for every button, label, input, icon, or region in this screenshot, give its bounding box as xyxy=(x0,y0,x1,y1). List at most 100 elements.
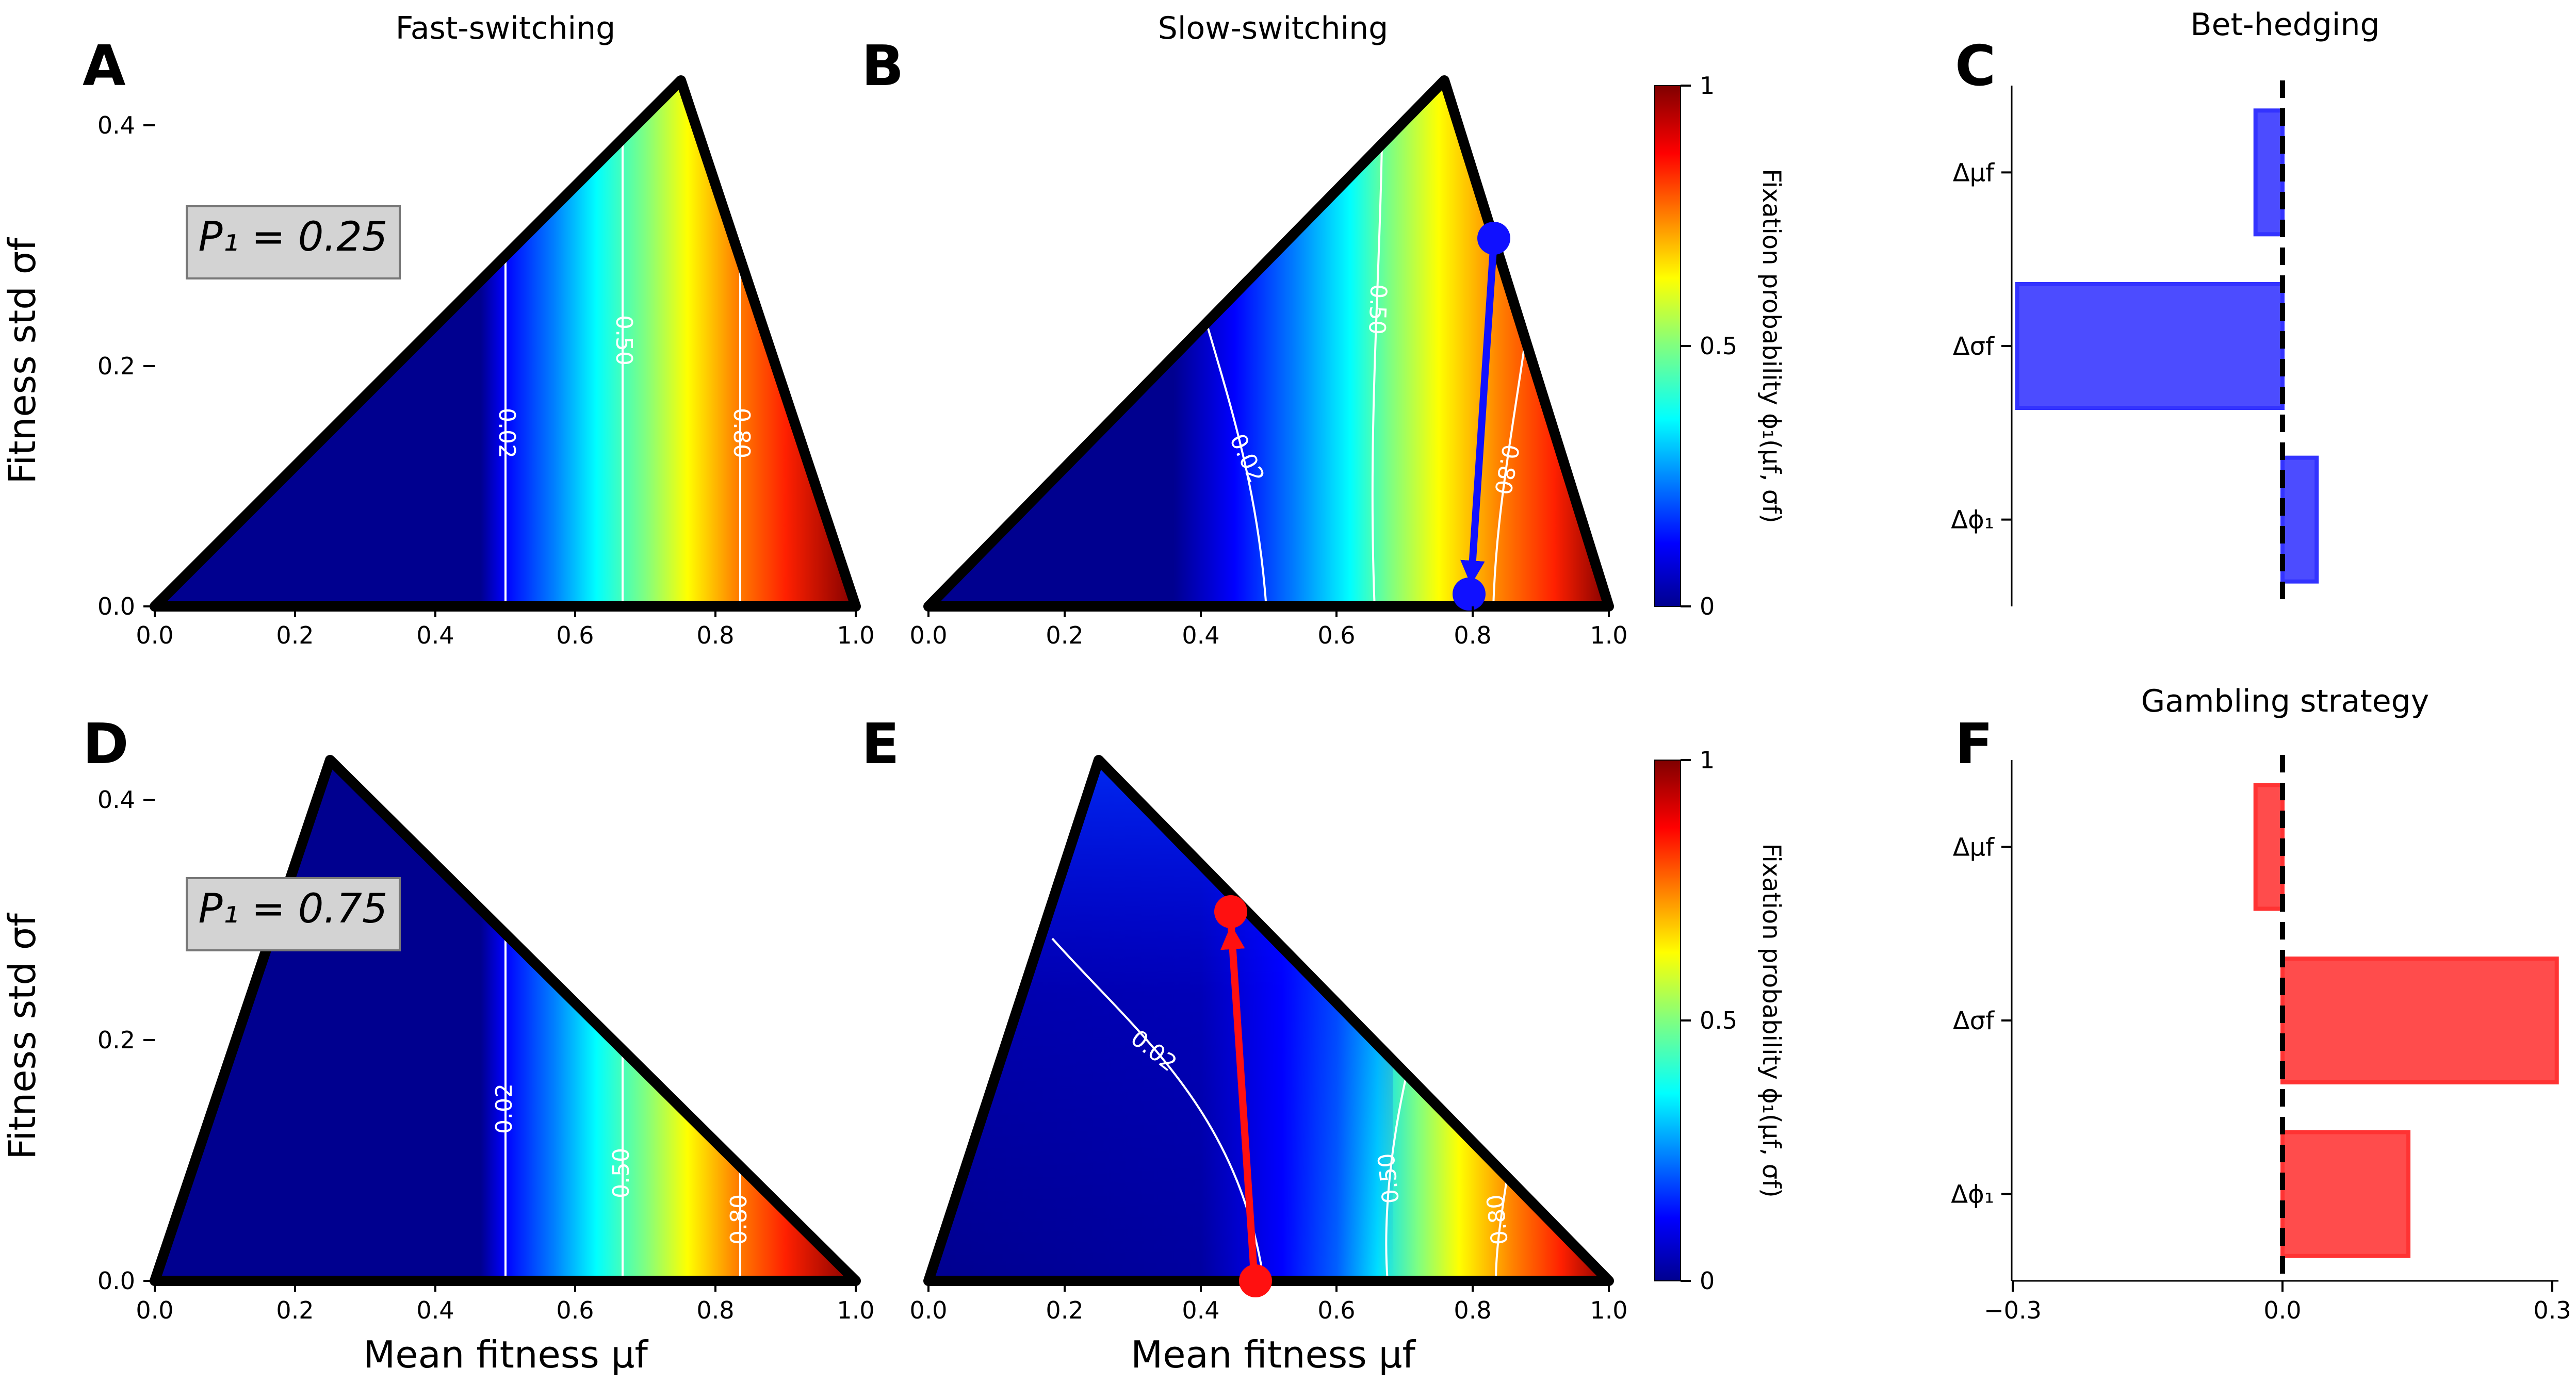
p1-box-d xyxy=(186,877,401,951)
x-tick-a-5: 1.0 xyxy=(837,621,874,649)
bar-f-0 xyxy=(2253,783,2285,911)
panel-f: F Gambling strategy Δμf Δσf Δϕ₁ −0.3 0.0 0… xyxy=(1951,683,2571,1324)
y-axis-a: 0.0 0.2 0.4 xyxy=(97,111,155,620)
contour-b-050 xyxy=(1371,87,1383,606)
x-tick-d-3: 0.6 xyxy=(556,1296,594,1324)
panel-letter-c: C xyxy=(1955,34,1996,98)
x-tick-d-1: 0.2 xyxy=(276,1296,314,1324)
title-f: Gambling strategy xyxy=(2141,683,2430,719)
y-tick-a-1: 0.2 xyxy=(97,352,135,380)
arrow-b xyxy=(1460,241,1497,585)
colorbar-b-tick-0: 0 xyxy=(1700,592,1715,620)
x-tick-b-4: 0.8 xyxy=(1454,621,1491,649)
panel-c: C Bet-hedging Δμf Δσf Δϕ₁ xyxy=(1951,7,2380,606)
x-tick-e-0: 0.0 xyxy=(909,1296,947,1324)
x-tick-a-2: 0.4 xyxy=(416,621,454,649)
x-tick-d-2: 0.4 xyxy=(416,1296,454,1324)
y-ticks-f: Δμf Δσf Δϕ₁ xyxy=(1951,833,2012,1209)
contour-label-e-080: 0.80 xyxy=(1482,1193,1513,1246)
panel-letter-b: B xyxy=(861,34,904,98)
contour-e-050 xyxy=(1385,1067,1409,1281)
heatmap-a xyxy=(155,80,856,606)
colorbar-b-tick-2: 1 xyxy=(1700,72,1715,100)
y-tick-a-0: 0.0 xyxy=(97,592,135,620)
x-tick-d-0: 0.0 xyxy=(136,1296,173,1324)
p1-label-a: P₁ = 0.25 xyxy=(199,214,388,260)
x-tick-b-2: 0.4 xyxy=(1182,621,1219,649)
x-tick-e-3: 0.6 xyxy=(1317,1296,1355,1324)
y-tick-label-c-2: Δϕ₁ xyxy=(1951,506,1994,535)
x-axis-a: 0.0 0.2 0.4 0.6 0.8 1.0 xyxy=(136,606,875,649)
title-b: Slow-switching xyxy=(1158,10,1389,46)
y-tick-label-f-2: Δϕ₁ xyxy=(1951,1180,1994,1209)
x-tick-f-2: 0.3 xyxy=(2533,1296,2571,1324)
y-tick-d-0: 0.0 xyxy=(97,1267,135,1295)
contour-label-a-050: 0.50 xyxy=(611,315,637,366)
x-tick-e-4: 0.8 xyxy=(1454,1296,1491,1324)
x-tick-f-0: −0.3 xyxy=(1984,1296,2042,1324)
y-label-d: Fitness std σf xyxy=(1,913,44,1160)
x-tick-a-4: 0.8 xyxy=(696,621,734,649)
y-tick-label-c-0: Δμf xyxy=(1953,158,1995,187)
x-ticks-f: −0.3 0.0 0.3 xyxy=(1984,1281,2571,1324)
start-point-e xyxy=(1239,1264,1272,1297)
bar-c-1 xyxy=(2015,282,2285,410)
title-c: Bet-hedging xyxy=(2190,7,2379,43)
x-tick-b-1: 0.2 xyxy=(1046,621,1083,649)
contour-label-a-080: 0.80 xyxy=(728,408,755,458)
end-point-e xyxy=(1214,895,1247,928)
contour-b-080 xyxy=(1492,329,1528,606)
panel-letter-a: A xyxy=(83,34,126,98)
y-tick-a-2: 0.4 xyxy=(97,111,135,139)
panel-letter-e: E xyxy=(861,712,900,777)
contour-b-002 xyxy=(1206,324,1267,606)
x-tick-e-5: 1.0 xyxy=(1590,1296,1627,1324)
arrow-e xyxy=(1220,925,1258,1281)
bars-f xyxy=(2253,783,2559,1258)
bar-f-1 xyxy=(2280,957,2559,1084)
x-tick-e-1: 0.2 xyxy=(1046,1296,1083,1324)
panel-letter-d: D xyxy=(83,712,129,777)
bar-f-2 xyxy=(2280,1130,2411,1258)
start-point-b xyxy=(1477,222,1510,255)
bar-c-2 xyxy=(2280,455,2319,584)
x-axis-b: 0.0 0.2 0.4 0.6 0.8 1.0 xyxy=(909,606,1628,649)
colorbar-b-label: Fixation probability ϕ₁(μf, σf) xyxy=(1757,169,1786,523)
y-tick-d-1: 0.2 xyxy=(97,1026,135,1054)
colorbar-e-tick-2: 1 xyxy=(1700,746,1715,774)
contour-label-d-080: 0.80 xyxy=(726,1194,752,1245)
p1-box-a xyxy=(186,205,401,279)
y-tick-label-c-1: Δσf xyxy=(1953,332,1995,361)
y-tick-d-2: 0.4 xyxy=(97,786,135,814)
x-tick-e-2: 0.4 xyxy=(1182,1296,1219,1324)
domain-outline-a xyxy=(150,75,861,612)
panel-e: 0.02 0.50 0.80 E 0.0 0.2 0.4 0.6 0.8 1.0… xyxy=(861,712,1786,1376)
colorbar-e: 0 0.5 1 Fixation probability ϕ₁(μf, σf) xyxy=(1654,746,1786,1295)
y-axis-d: 0.0 0.2 0.4 xyxy=(97,786,155,1295)
x-label-d: Mean fitness μf xyxy=(363,1333,648,1376)
y-ticks-c: Δμf Δσf Δϕ₁ xyxy=(1951,158,2012,535)
colorbar-b-tick-1: 0.5 xyxy=(1700,332,1737,360)
colorbar-b: 0 0.5 1 Fixation probability ϕ₁(μf, σf) xyxy=(1654,72,1786,620)
domain-outline-d xyxy=(150,755,861,1286)
colorbar-e-label: Fixation probability ϕ₁(μf, σf) xyxy=(1757,843,1786,1197)
panel-a: 0.02 0.50 0.80 P₁ = 0.25 A Fast-switchin… xyxy=(1,10,875,649)
contour-label-e-050: 0.50 xyxy=(1373,1152,1405,1205)
x-tick-a-3: 0.6 xyxy=(556,621,594,649)
panel-b: 0.02 0.50 0.80 B Slow-switching 0.0 0.2 … xyxy=(861,10,1786,649)
x-tick-b-0: 0.0 xyxy=(909,621,947,649)
p1-label-d: P₁ = 0.75 xyxy=(199,886,388,932)
colorbar-e-tick-1: 0.5 xyxy=(1700,1007,1737,1034)
x-tick-d-4: 0.8 xyxy=(696,1296,734,1324)
x-tick-b-3: 0.6 xyxy=(1317,621,1355,649)
x-label-e: Mean fitness μf xyxy=(1131,1333,1416,1376)
x-tick-a-0: 0.0 xyxy=(136,621,173,649)
title-a: Fast-switching xyxy=(396,10,616,46)
x-tick-d-5: 1.0 xyxy=(837,1296,874,1324)
domain-outline-b xyxy=(923,75,1614,612)
x-tick-a-1: 0.2 xyxy=(276,621,314,649)
x-tick-b-5: 1.0 xyxy=(1590,621,1627,649)
bars-c xyxy=(2015,108,2319,584)
x-tick-f-1: 0.0 xyxy=(2263,1296,2301,1324)
